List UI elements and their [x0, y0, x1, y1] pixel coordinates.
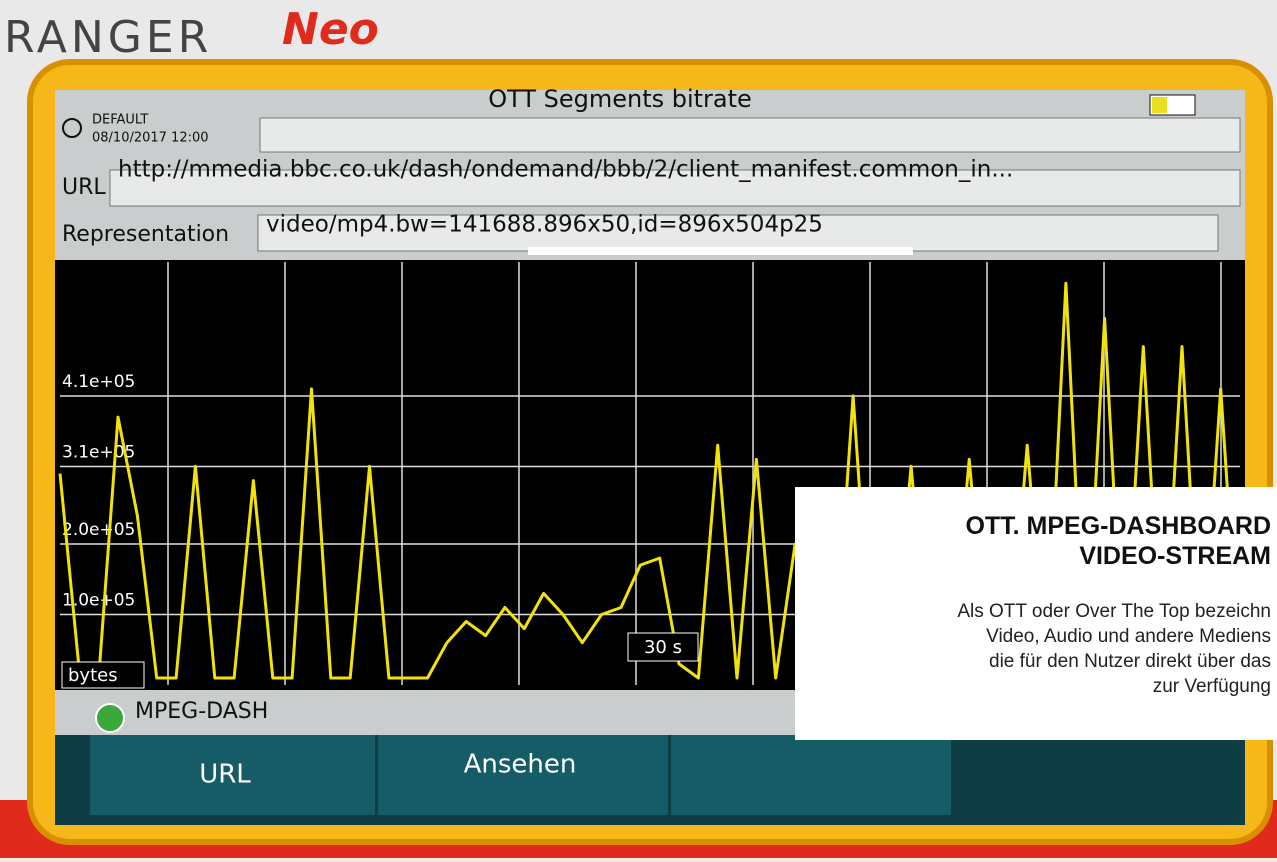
body-line: die für den Nutzer direkt über das	[795, 649, 1271, 674]
y-tick-label: 4.1e+05	[62, 372, 135, 392]
body-line: zur Verfügung	[795, 674, 1271, 699]
brand-name: RANGER	[4, 12, 212, 63]
page: RANGER Neo OTT Segments bitrate DEFAULT …	[0, 0, 1277, 858]
profile: DEFAULT	[92, 113, 148, 128]
url-label: URL	[62, 175, 106, 200]
url-box	[260, 118, 1240, 152]
y-unit: bytes	[68, 665, 118, 686]
heading-line: OTT. MPEG-DASHBOARD	[795, 511, 1271, 541]
body-line: Video, Audio und andere Mediens	[795, 624, 1271, 649]
body-line: Als OTT oder Over The Top bezeichn	[795, 599, 1271, 624]
screen-title: OTT Segments bitrate	[488, 85, 752, 113]
datetime: 08/10/2017 12:00	[92, 131, 209, 146]
representation-label: Representation	[62, 222, 229, 247]
button-label[interactable]: URL	[199, 760, 251, 790]
y-tick-label: 2.0e+05	[62, 520, 135, 540]
status: MPEG-DASH	[135, 699, 268, 724]
scroll-indicator	[528, 247, 913, 255]
button-label[interactable]: Ansehen	[464, 750, 577, 780]
url-value: http://mmedia.bbc.co.uk/dash/ondemand/bb…	[118, 157, 1013, 183]
heading-line: VIDEO-STREAM	[795, 541, 1271, 571]
button[interactable]	[671, 735, 951, 815]
time-marker: 30 s	[644, 637, 682, 658]
brand-suffix: Neo	[282, 4, 379, 55]
battery-level	[1152, 97, 1167, 113]
status-icon	[96, 704, 124, 732]
representation-value: video/mp4.bw=141688.896x50,id=896x504p25	[266, 212, 823, 238]
